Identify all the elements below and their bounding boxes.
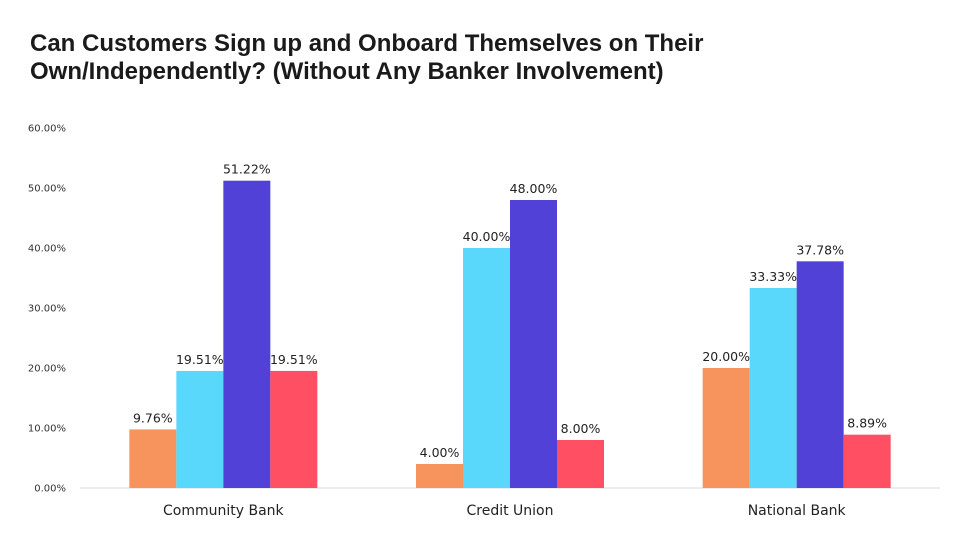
bar — [749, 288, 797, 488]
y-tick-label: 20.00% — [28, 364, 66, 375]
bar — [796, 261, 844, 488]
chart-title: Can Customers Sign up and Onboard Themse… — [30, 30, 930, 86]
y-tick-label: 50.00% — [28, 184, 66, 195]
bar — [463, 248, 510, 488]
data-label: 8.89% — [847, 416, 887, 431]
bar — [223, 180, 271, 488]
bar — [129, 429, 177, 488]
bar — [416, 464, 463, 488]
bar — [702, 368, 750, 488]
bar — [510, 200, 557, 488]
data-label: 19.51% — [270, 352, 318, 367]
bar — [176, 370, 224, 488]
x-category-label: Credit Union — [466, 503, 553, 519]
data-label: 37.78% — [796, 242, 844, 257]
data-label: 4.00% — [420, 445, 460, 460]
bar — [557, 440, 604, 488]
data-label: 51.22% — [223, 162, 271, 177]
data-label: 20.00% — [702, 349, 750, 364]
y-tick-label: 40.00% — [28, 244, 66, 255]
data-label: 48.00% — [510, 181, 558, 196]
y-tick-label: 0.00% — [34, 484, 66, 495]
y-tick-label: 60.00% — [28, 124, 66, 135]
data-label: 40.00% — [463, 229, 511, 244]
chart-title-line-1: Can Customers Sign up and Onboard Themse… — [30, 30, 704, 57]
data-label: 33.33% — [749, 269, 797, 284]
data-label: 19.51% — [176, 352, 224, 367]
x-category-label: Community Bank — [163, 503, 285, 519]
y-tick-label: 10.00% — [28, 424, 66, 435]
chart-title-line-2: Own/Independently? (Without Any Banker I… — [30, 58, 664, 85]
bar — [270, 370, 318, 488]
bar — [843, 434, 891, 488]
data-label: 8.00% — [561, 421, 601, 436]
x-category-label: National Bank — [748, 503, 847, 519]
y-tick-label: 30.00% — [28, 304, 66, 315]
data-label: 9.76% — [133, 410, 173, 425]
